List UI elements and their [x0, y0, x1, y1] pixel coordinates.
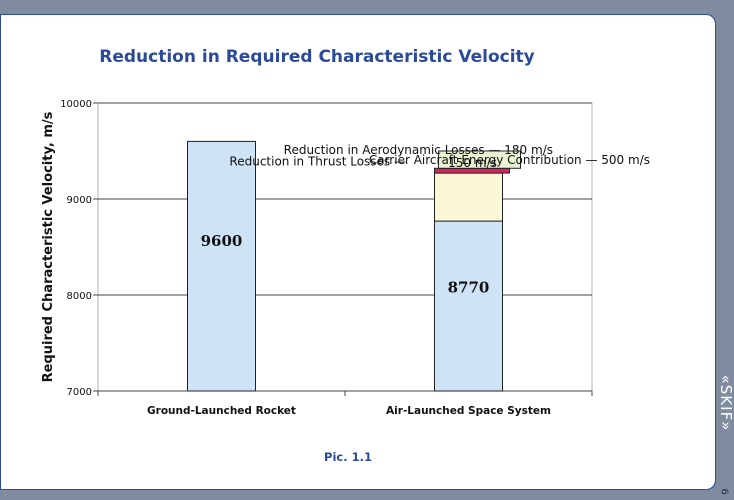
page-number: 6 — [718, 488, 730, 495]
segment-annotation: Reduction in Aerodynamic Losses — 180 m/… — [284, 143, 553, 157]
side-label-text: «SKIF» — [717, 374, 734, 432]
y-axis-label: Required Characteristic Velocity, m/s — [41, 111, 56, 382]
bar-value-label: 8770 — [448, 278, 490, 296]
stack-segment — [438, 150, 521, 169]
segment-annotation: Carrier Aircraft Energy Contribution — 5… — [369, 153, 650, 167]
y-tick-label: 8000 — [67, 291, 92, 302]
bar — [187, 140, 256, 392]
x-tick-label: Ground-Launched Rocket — [147, 405, 296, 417]
segment-annotation: Reduction in Thrust Losses — — [229, 154, 406, 168]
y-tick-label: 7000 — [67, 387, 92, 398]
y-tick-label: 10000 — [60, 99, 92, 110]
stack-segment — [434, 172, 503, 222]
bar — [434, 220, 503, 392]
chart-title: Reduction in Required Characteristic Vel… — [99, 47, 534, 67]
slide-card — [0, 14, 716, 490]
y-tick-label: 9000 — [67, 195, 92, 206]
segment-inner-label: 150 m/s — [448, 156, 497, 170]
figure-caption: Pic. 1.1 — [324, 450, 372, 464]
bar-value-label: 9600 — [201, 232, 243, 250]
x-tick-label: Air-Launched Space System — [386, 405, 551, 417]
side-label: «SKIF» — [717, 370, 734, 440]
